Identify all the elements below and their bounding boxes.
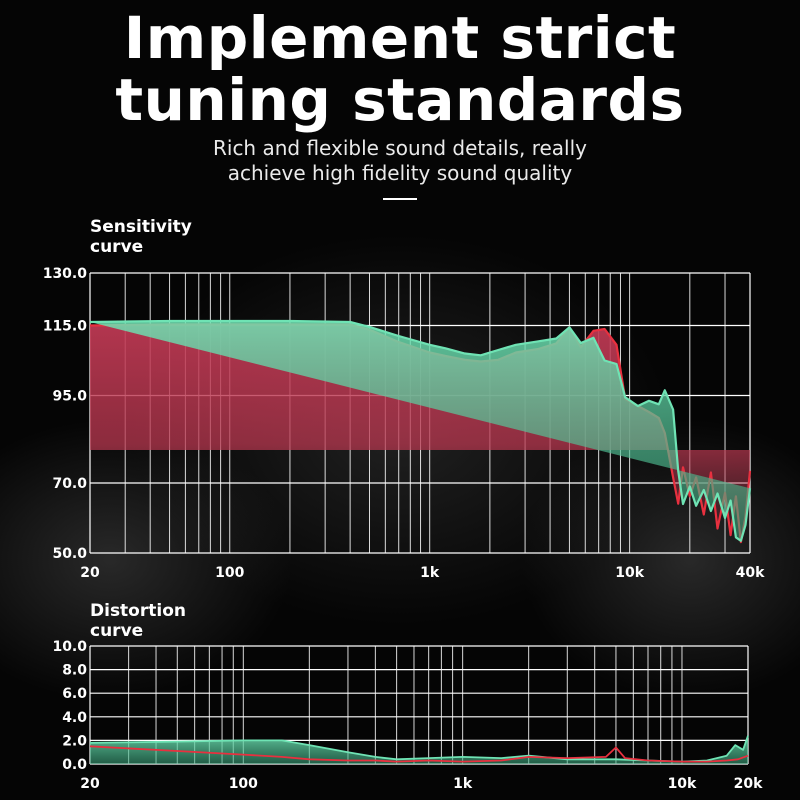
x-tick-label: 10k <box>615 565 644 581</box>
distortion-title-line1: Distortion <box>90 601 186 621</box>
x-tick-label: 20 <box>80 776 100 792</box>
subtitle-line2: achieve high fidelity sound quality <box>227 161 573 185</box>
y-tick-label: 6.0 <box>62 686 87 702</box>
y-tick-label: 115.0 <box>43 319 88 335</box>
subtitle-line1: Rich and flexible sound details, really <box>212 136 588 160</box>
y-tick-label: 50.0 <box>52 546 87 562</box>
sensitivity-title-line2: curve <box>90 237 144 257</box>
x-tick-label: 40k <box>736 565 765 581</box>
sensitivity-title-line1: Sensitivity <box>90 217 192 237</box>
y-tick-label: 4.0 <box>62 710 87 726</box>
y-tick-label: 10.0 <box>52 639 87 655</box>
x-tick-label: 1k <box>420 565 440 581</box>
page-title-line2: tuning standards <box>115 66 685 134</box>
x-tick-label: 1k <box>453 776 473 792</box>
distortion-title-line2: curve <box>90 621 144 641</box>
sensitivity-chart: 50.0 70.0 95.0 115.0 130.0 20 100 1k 10k 40k <box>43 266 765 581</box>
y-tick-label: 95.0 <box>52 389 87 405</box>
distortion-chart: 0.0 2.0 4.0 6.0 8.0 10.0 20 100 1k 10k 20k <box>52 639 763 792</box>
y-tick-label: 2.0 <box>62 733 87 749</box>
x-tick-label: 10k <box>668 776 697 792</box>
red-series-line <box>89 745 749 763</box>
y-tick-label: 70.0 <box>52 476 87 492</box>
title-divider <box>383 198 417 200</box>
y-tick-label: 0.0 <box>62 757 87 773</box>
green-series-fill <box>90 321 750 541</box>
y-tick-label: 8.0 <box>62 663 87 679</box>
green-series-fill <box>90 735 748 764</box>
x-tick-label: 20 <box>80 565 100 581</box>
y-tick-label: 130.0 <box>43 266 88 282</box>
x-tick-label: 100 <box>215 565 244 581</box>
x-tick-label: 100 <box>229 776 258 792</box>
page-title-line1: Implement strict <box>123 4 677 72</box>
green-series-line <box>89 735 749 763</box>
green-series-line <box>89 319 752 542</box>
x-tick-label: 20k <box>734 776 763 792</box>
